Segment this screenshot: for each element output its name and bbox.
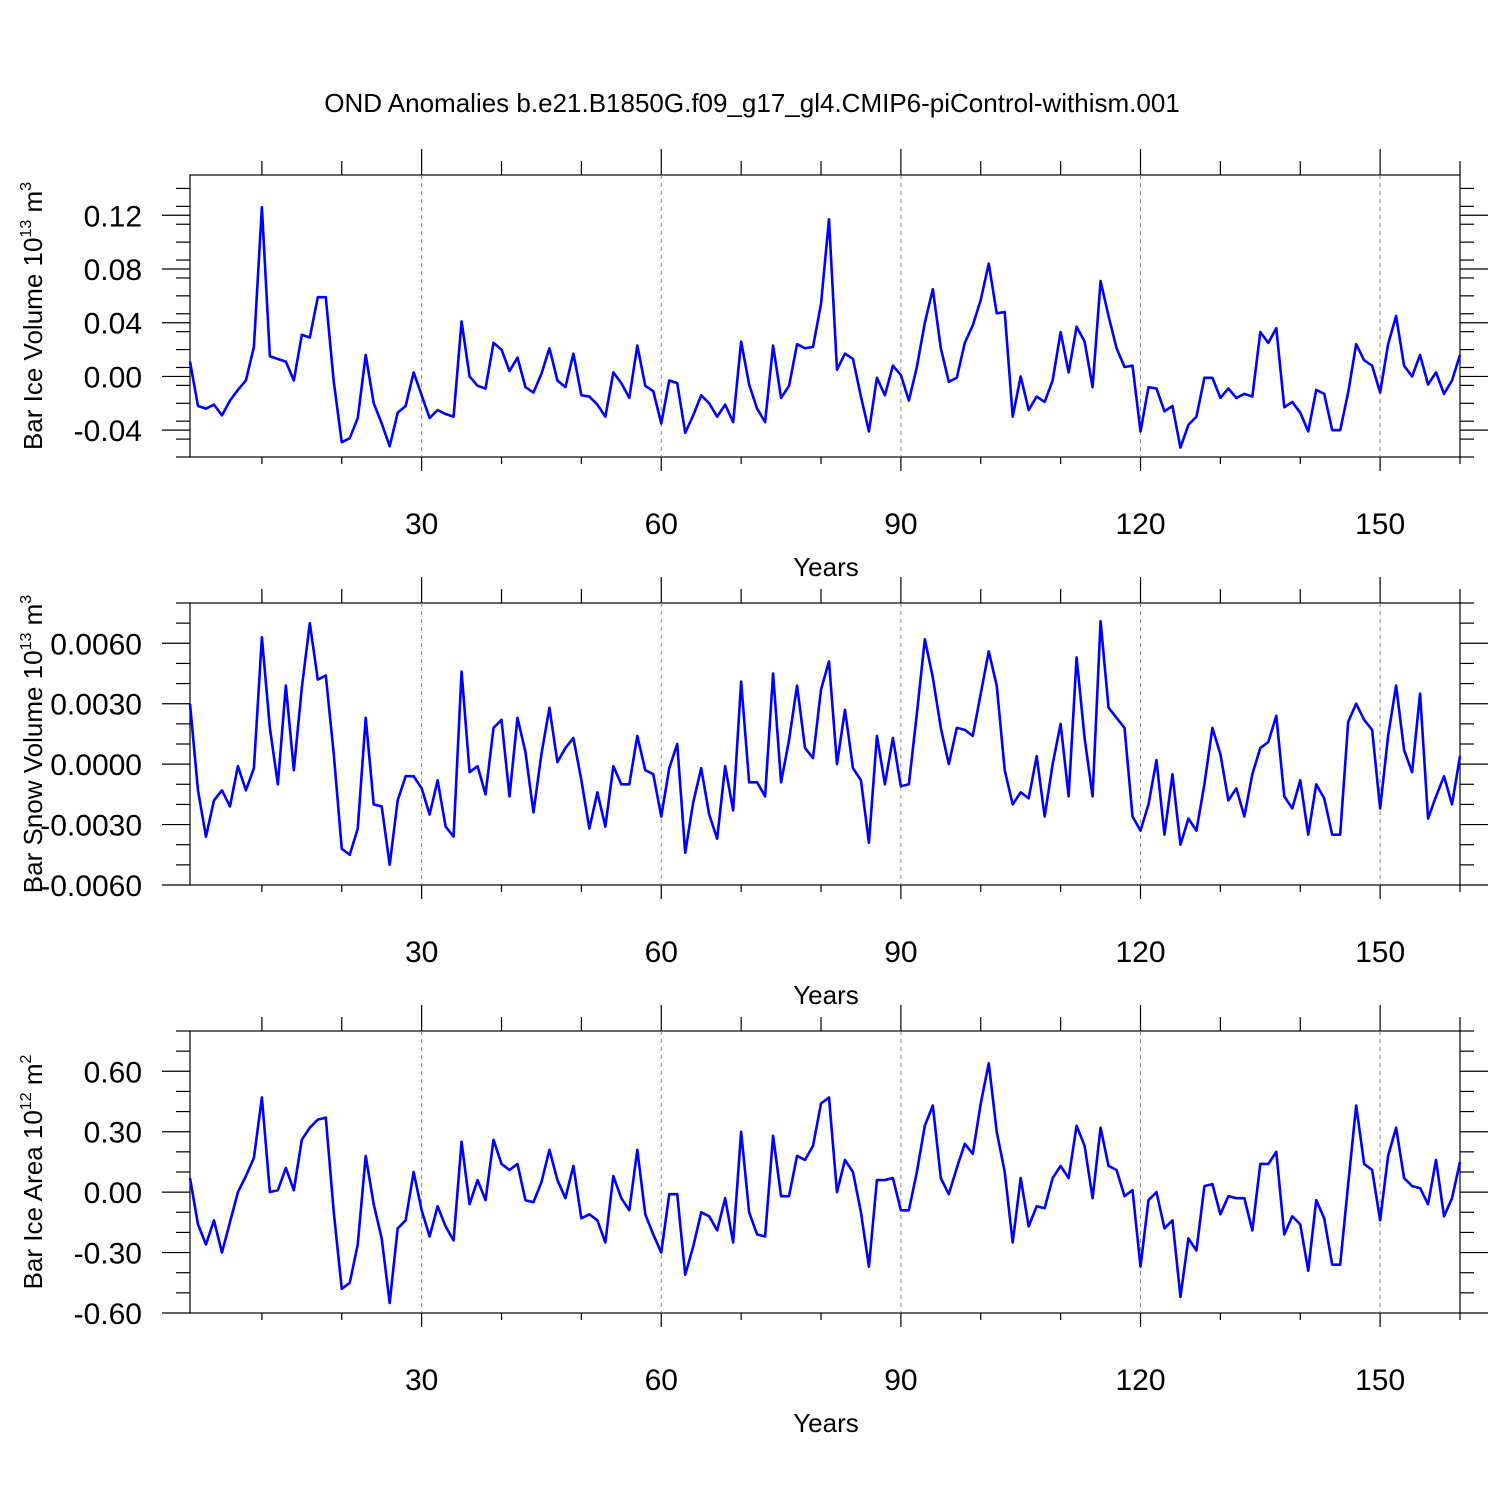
y-tick-label: 0.0060 <box>50 628 142 661</box>
y-tick-label: 0.12 <box>84 200 142 233</box>
panel-1: 30 60 90 120 150 -0.04 0.00 0.04 0.08 0.12 Years Ba… <box>18 149 1488 582</box>
y-tick-label: 0.30 <box>84 1117 142 1150</box>
y-axis-title: Bar Ice Area 1012 m2 <box>18 1054 48 1289</box>
x-tick-label: 60 <box>645 936 678 969</box>
x-tick-label: 150 <box>1355 936 1405 969</box>
x-tick-label: 30 <box>405 1364 438 1397</box>
y-axis-title: Bar Snow Volume 1013 m3 <box>18 595 48 894</box>
x-axis-title: Years <box>793 1408 859 1438</box>
x-tick-label: 60 <box>645 508 678 541</box>
chart-title: OND Anomalies b.e21.B1850G.f09_g17_gl4.C… <box>324 88 1180 118</box>
x-tick-label: 90 <box>884 1364 917 1397</box>
x-tick-label: 60 <box>645 1364 678 1397</box>
series-line <box>188 619 1462 867</box>
y-tick-label: 0.04 <box>84 308 142 341</box>
plot-frame <box>189 602 1461 886</box>
series-line <box>188 1061 1462 1305</box>
y-tick-label: -0.04 <box>74 415 142 448</box>
y-tick-label: 0.00 <box>84 1177 142 1210</box>
x-tick-label: 120 <box>1115 1364 1165 1397</box>
y-tick-label: -0.0060 <box>40 870 142 903</box>
panel-2: 30 60 90 120 150 -0.0060 -0.0030 0.0000 0.0030 0.… <box>18 577 1488 1010</box>
y-tick-label: -0.60 <box>74 1298 142 1331</box>
x-axis-title: Years <box>793 980 859 1010</box>
x-tick-label: 90 <box>884 508 917 541</box>
x-tick-label: 30 <box>405 508 438 541</box>
x-tick-label: 150 <box>1355 508 1405 541</box>
y-tick-label: 0.60 <box>84 1056 142 1089</box>
x-tick-label: 120 <box>1115 508 1165 541</box>
y-tick-label: 0.0000 <box>50 749 142 782</box>
y-tick-label: -0.0030 <box>40 810 142 843</box>
y-tick-label: -0.30 <box>74 1238 142 1271</box>
x-tick-label: 120 <box>1115 936 1165 969</box>
x-tick-label: 90 <box>884 936 917 969</box>
x-axis-title: Years <box>793 552 859 582</box>
x-tick-label: 150 <box>1355 1364 1405 1397</box>
series-line <box>188 205 1462 449</box>
y-tick-label: 0.0030 <box>50 689 142 722</box>
y-tick-label: 0.00 <box>84 361 142 394</box>
plot-frame <box>189 1030 1461 1314</box>
y-tick-label: 0.08 <box>84 254 142 287</box>
panel-3: 30 60 90 120 150 -0.60 -0.30 0.00 0.30 0.60 Years B… <box>18 1005 1488 1438</box>
y-axis-title: Bar Ice Volume 1013 m3 <box>18 182 48 450</box>
x-tick-label: 30 <box>405 936 438 969</box>
plot-frame <box>189 174 1461 458</box>
